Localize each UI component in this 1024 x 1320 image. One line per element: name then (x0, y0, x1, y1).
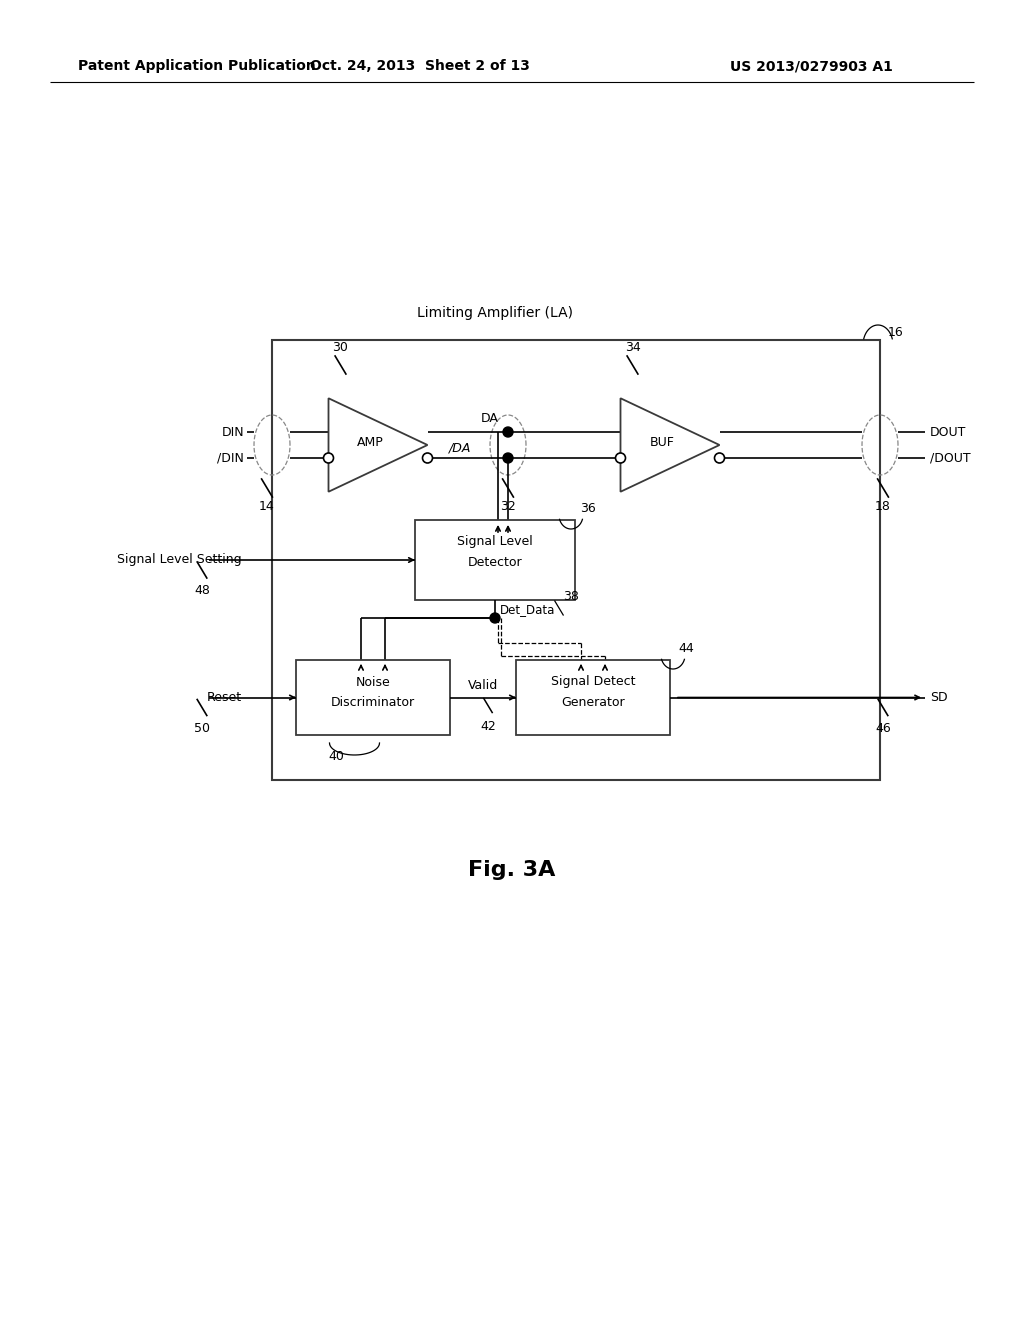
Text: AMP: AMP (356, 436, 383, 449)
Text: 40: 40 (328, 751, 344, 763)
Text: 32: 32 (500, 500, 516, 513)
Text: 34: 34 (625, 341, 640, 354)
Text: Noise: Noise (355, 676, 390, 689)
Text: Signal Detect: Signal Detect (551, 676, 635, 689)
Text: Generator: Generator (561, 696, 625, 709)
Circle shape (503, 426, 513, 437)
Text: SD: SD (930, 690, 947, 704)
Text: /DA: /DA (449, 441, 471, 454)
Text: Discriminator: Discriminator (331, 696, 415, 709)
Circle shape (490, 612, 500, 623)
Text: BUF: BUF (649, 436, 675, 449)
Text: US 2013/0279903 A1: US 2013/0279903 A1 (730, 59, 893, 73)
Text: 44: 44 (678, 642, 693, 655)
Text: Det_Data: Det_Data (500, 603, 555, 616)
Polygon shape (329, 399, 427, 492)
Text: DA: DA (481, 412, 499, 425)
Bar (272, 341, 880, 780)
Text: Patent Application Publication: Patent Application Publication (78, 59, 315, 73)
Bar (516, 660, 670, 735)
Text: 48: 48 (195, 583, 210, 597)
Text: 30: 30 (333, 341, 348, 354)
Text: DIN: DIN (221, 425, 244, 438)
Circle shape (615, 453, 626, 463)
Text: 14: 14 (259, 500, 274, 513)
Text: 46: 46 (876, 722, 891, 734)
Text: Signal Level: Signal Level (457, 536, 532, 549)
Text: Signal Level Setting: Signal Level Setting (118, 553, 242, 566)
Bar (415, 520, 575, 601)
Text: /DOUT: /DOUT (930, 451, 971, 465)
Circle shape (503, 453, 513, 463)
Circle shape (715, 453, 725, 463)
Text: Valid: Valid (468, 678, 498, 692)
Text: 50: 50 (194, 722, 210, 734)
Text: DOUT: DOUT (930, 425, 967, 438)
Circle shape (324, 453, 334, 463)
Text: Detector: Detector (468, 556, 522, 569)
Text: 36: 36 (580, 502, 596, 515)
Text: 42: 42 (480, 719, 496, 733)
Text: Limiting Amplifier (LA): Limiting Amplifier (LA) (417, 306, 573, 319)
Text: 18: 18 (876, 500, 891, 513)
Text: Oct. 24, 2013  Sheet 2 of 13: Oct. 24, 2013 Sheet 2 of 13 (310, 59, 530, 73)
Circle shape (423, 453, 432, 463)
Text: 16: 16 (888, 326, 904, 338)
Text: Fig. 3A: Fig. 3A (468, 861, 556, 880)
Polygon shape (621, 399, 720, 492)
Text: 38: 38 (563, 590, 579, 602)
Text: /DIN: /DIN (217, 451, 244, 465)
Text: Reset: Reset (207, 690, 242, 704)
Bar (296, 660, 450, 735)
